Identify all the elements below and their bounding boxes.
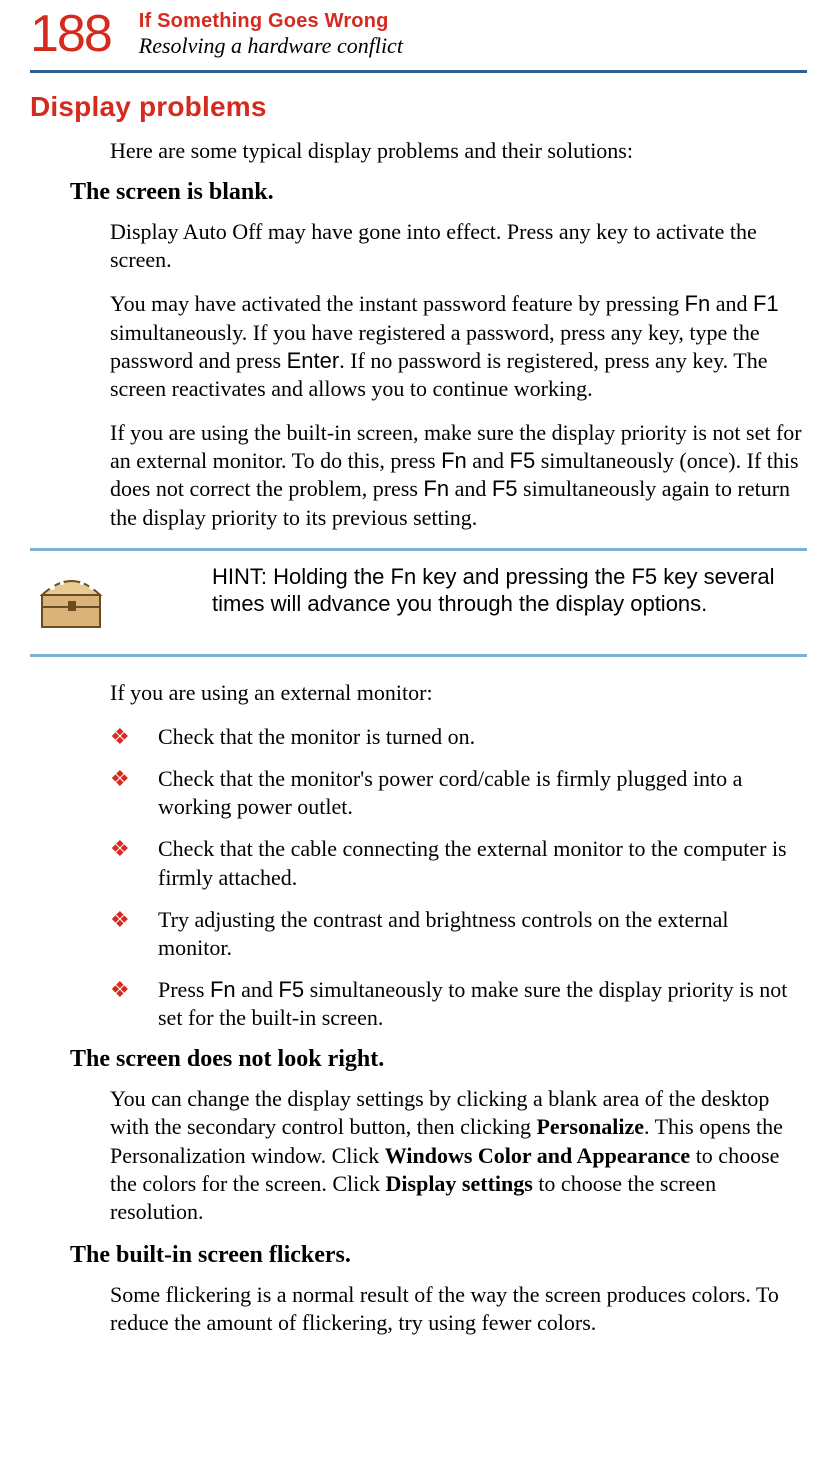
key-f5: F5 (492, 476, 518, 501)
hint-text: HINT: Holding the Fn key and pressing th… (212, 563, 807, 618)
key-f5: F5 (510, 448, 536, 473)
key-enter: Enter (287, 348, 340, 373)
key-fn: Fn (441, 448, 467, 473)
flickers-heading: The built-in screen flickers. (30, 1242, 807, 1269)
key-fn: Fn (210, 977, 236, 1002)
page-number: 188 (30, 8, 111, 60)
text: and (467, 448, 510, 473)
paragraph: Some flickering is a normal result of th… (110, 1281, 807, 1337)
external-monitor-list: Check that the monitor is turned on. Che… (30, 723, 807, 1032)
paragraph: Display Auto Off may have gone into effe… (110, 218, 807, 274)
chapter-title: If Something Goes Wrong (139, 10, 403, 33)
key-f5: F5 (278, 977, 304, 1002)
section-heading: Display problems (30, 91, 807, 123)
blank-screen-heading: The screen is blank. (30, 179, 807, 206)
external-monitor-lead: If you are using an external monitor: (110, 679, 807, 707)
treasure-chest-icon (30, 563, 122, 640)
list-item: Try adjusting the contrast and brightnes… (110, 906, 807, 962)
key-fn: Fn (685, 291, 711, 316)
not-right-heading: The screen does not look right. (30, 1046, 807, 1073)
header-titles: If Something Goes Wrong Resolving a hard… (139, 8, 403, 59)
paragraph: If you are using the built-in screen, ma… (110, 419, 807, 532)
hint-block: HINT: Holding the Fn key and pressing th… (30, 548, 807, 657)
flickers-body: Some flickering is a normal result of th… (30, 1281, 807, 1337)
section-intro: Here are some typical display problems a… (30, 137, 807, 165)
text: and (710, 291, 753, 316)
text: Press (158, 977, 210, 1002)
page: 188 If Something Goes Wrong Resolving a … (0, 0, 837, 1357)
not-right-body: You can change the display settings by c… (30, 1085, 807, 1226)
blank-screen-body: Display Auto Off may have gone into effe… (30, 218, 807, 532)
hint-text-wrap: HINT: Holding the Fn key and pressing th… (122, 563, 807, 618)
bold-color-appearance: Windows Color and Appearance (385, 1143, 690, 1168)
text: You may have activated the instant passw… (110, 291, 685, 316)
bold-personalize: Personalize (536, 1114, 644, 1139)
paragraph: You can change the display settings by c… (110, 1085, 807, 1226)
external-monitor-lead-wrap: If you are using an external monitor: (30, 679, 807, 707)
list-item: Check that the monitor's power cord/cabl… (110, 765, 807, 821)
key-fn: Fn (423, 476, 449, 501)
page-header: 188 If Something Goes Wrong Resolving a … (30, 0, 807, 73)
list-item: Check that the cable connecting the exte… (110, 835, 807, 891)
subchapter-title: Resolving a hardware conflict (139, 33, 403, 59)
list-item: Check that the monitor is turned on. (110, 723, 807, 751)
text: and (236, 977, 279, 1002)
bold-display-settings: Display settings (386, 1171, 533, 1196)
text: and (449, 476, 492, 501)
list-item: Press Fn and F5 simultaneously to make s… (110, 976, 807, 1032)
key-f1: F1 (753, 291, 779, 316)
paragraph: You may have activated the instant passw… (110, 290, 807, 403)
